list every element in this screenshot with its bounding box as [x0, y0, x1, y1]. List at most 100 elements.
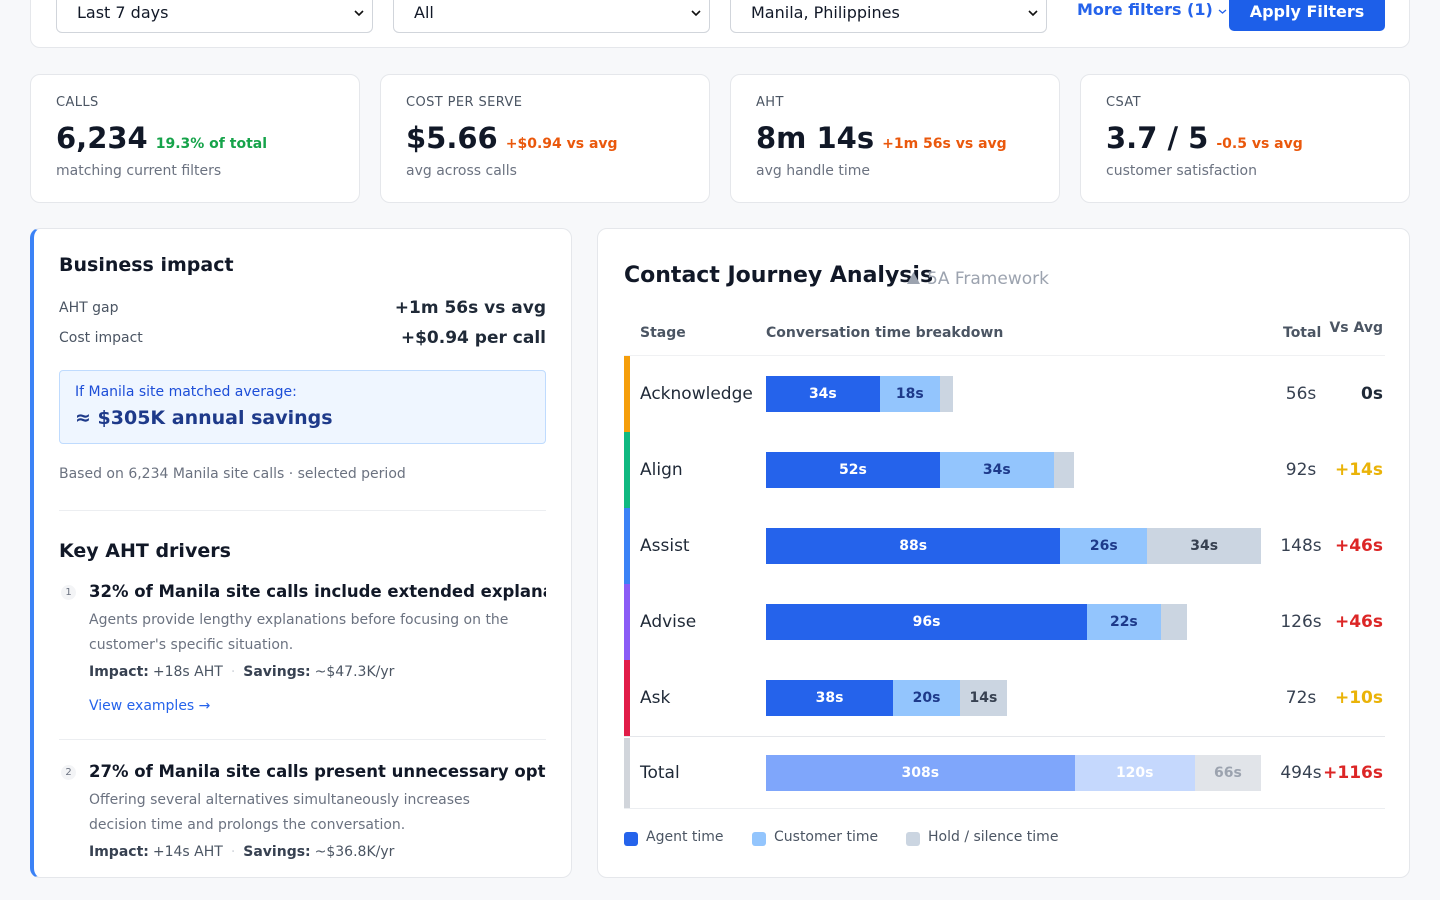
- stage-total: 56s: [1285, 384, 1317, 404]
- stage-vs-avg: +46s: [1334, 536, 1383, 556]
- stage-color-bar: [624, 508, 630, 584]
- column-header: Vs Avg: [1329, 320, 1383, 336]
- bar-segment: 14s: [959, 680, 1007, 716]
- driver-number: 1: [61, 585, 76, 600]
- legend-swatch: [624, 832, 638, 846]
- kpi-delta: -0.5 vs avg: [1216, 136, 1303, 152]
- kpi-value: 8m 14s +1m 56s vs avg: [756, 121, 1007, 155]
- driver-item: 1 32% of Manila site calls include extend…: [59, 580, 546, 740]
- bar-segment: 120s: [1074, 755, 1195, 791]
- segment-label: 308s: [901, 765, 940, 781]
- stage-color-bar: [624, 584, 630, 660]
- more-filters[interactable]: More filters (1): [1077, 0, 1227, 19]
- stage-total: 126s: [1280, 612, 1322, 632]
- bar-segment: 38s: [766, 680, 894, 716]
- journey-panel: Contact Journey Analysis 5A Framework St…: [597, 228, 1410, 878]
- segment-label: 34s: [1190, 538, 1219, 554]
- driver-description: Agents provide lengthy explanations befo…: [89, 612, 509, 653]
- chevron: [691, 10, 701, 17]
- kpi-card: CSAT 3.7 / 5 -0.5 vs avg customer satisfact…: [1080, 74, 1410, 203]
- segment-label: 96s: [912, 614, 941, 630]
- view-examples-link[interactable]: View examples →: [89, 698, 211, 714]
- impact-value: +18s AHT: [152, 664, 223, 680]
- driver-impact: Impact: +18s AHT · Savings: ~$47.3K/yr: [89, 661, 546, 683]
- stage-total: 92s: [1285, 460, 1317, 480]
- period-select[interactable]: Last 7 days: [56, 0, 373, 33]
- more-filters-label: More filters (1): [1077, 0, 1213, 19]
- driver-item: 2 27% of Manila site calls present unnece…: [59, 760, 546, 863]
- segment-label: 22s: [1109, 614, 1138, 630]
- kpi-note: avg handle time: [756, 163, 870, 179]
- apply-button[interactable]: Apply Filters: [1229, 0, 1385, 31]
- legend-label: Hold / silence time: [928, 829, 1059, 845]
- segment-label: 66s: [1214, 765, 1242, 781]
- chevron: [1028, 10, 1038, 17]
- legend-label: Customer time: [774, 829, 879, 845]
- total-divider: [624, 736, 1385, 737]
- segment-label: 38s: [815, 690, 844, 706]
- kpi-card: AHT 8m 14s +1m 56s vs avg avg handle time: [730, 74, 1060, 203]
- impact-panel: Business impact AHT gap +1m 56s vs avg Cos…: [30, 228, 572, 878]
- stage-total: 72s: [1285, 688, 1317, 708]
- callout-value: ≈ $305K annual savings: [75, 407, 333, 429]
- divider: [59, 510, 546, 511]
- kpi-delta: 19.3% of total: [155, 136, 268, 152]
- period-value: Last 7 days: [77, 3, 169, 22]
- bar-segment: [1053, 452, 1074, 488]
- driver-title: 27% of Manila site calls present unneces…: [89, 762, 546, 781]
- kpi-number: 3.7 / 5: [1106, 121, 1209, 155]
- stage-label: Ask: [640, 688, 671, 708]
- legend-swatch: [906, 832, 920, 846]
- kpi-card: COST PER SERVE $5.66 +$0.94 vs avg avg acro…: [380, 74, 710, 203]
- driver-number: 2: [61, 765, 76, 780]
- column-header: Stage: [640, 325, 686, 341]
- bar-segment: 66s: [1194, 755, 1261, 791]
- kpi-delta: +1m 56s vs avg: [882, 136, 1007, 152]
- stage-vs-avg: +116s: [1323, 763, 1383, 783]
- driver-impact: Impact: +14s AHT · Savings: ~$36.8K/yr: [89, 841, 546, 863]
- header-line: [624, 355, 1385, 356]
- kpi-number: $5.66: [406, 121, 498, 155]
- stage-vs-avg: 0s: [1361, 384, 1383, 404]
- impact-content: Business impact AHT gap +1m 56s vs avg Cos…: [59, 229, 546, 863]
- column-header: Total: [1283, 325, 1322, 341]
- savings-callout: If Manila site matched average: ≈ $305K …: [59, 370, 546, 444]
- savings-value: ~$47.3K/yr: [314, 664, 395, 680]
- segment-label: 20s: [912, 690, 941, 706]
- legend-label: Agent time: [646, 829, 724, 845]
- stage-total: 148s: [1280, 536, 1322, 556]
- savings-label: Savings:: [243, 844, 311, 860]
- kpi-delta: +$0.94 vs avg: [505, 136, 618, 152]
- bar-segment: 26s: [1060, 528, 1148, 564]
- legend-swatch: [752, 832, 766, 846]
- bottom-line: [624, 808, 1385, 809]
- chevron: [354, 10, 364, 17]
- stage-color-bar: [624, 738, 630, 808]
- separator-dot: ·: [230, 844, 236, 860]
- segment-label: 34s: [808, 386, 837, 402]
- kpi-value: 3.7 / 5 -0.5 vs avg: [1106, 121, 1303, 155]
- impact-title: Business impact: [59, 254, 234, 276]
- savings-value: ~$36.8K/yr: [314, 844, 395, 860]
- channel-value: All: [414, 3, 434, 22]
- bar-segment: 18s: [879, 376, 940, 412]
- stage-total: 494s: [1280, 763, 1322, 783]
- channel-select[interactable]: All: [393, 0, 710, 33]
- bar-segment: 96s: [766, 604, 1088, 640]
- impact-value: +1m 56s vs avg: [394, 298, 546, 318]
- stage-color-bar: [624, 432, 630, 508]
- callout-lead: If Manila site matched average:: [75, 384, 297, 400]
- impact-label: Cost impact: [59, 330, 143, 346]
- bar-segment: 20s: [893, 680, 960, 716]
- site-select[interactable]: Manila, Philippines: [730, 0, 1047, 33]
- stage-color-bar: [624, 356, 630, 432]
- kpi-label: AHT: [756, 95, 784, 110]
- stage-vs-avg: +10s: [1334, 688, 1383, 708]
- impact-row: AHT gap +1m 56s vs avg: [59, 293, 546, 323]
- kpi-value: $5.66 +$0.94 vs avg: [406, 121, 618, 155]
- kpi-note: customer satisfaction: [1106, 163, 1257, 179]
- kpi-value: 6,234 19.3% of total: [56, 121, 267, 155]
- stage-label: Assist: [640, 536, 690, 556]
- bar-segment: [1160, 604, 1188, 640]
- bar-segment: 52s: [766, 452, 940, 488]
